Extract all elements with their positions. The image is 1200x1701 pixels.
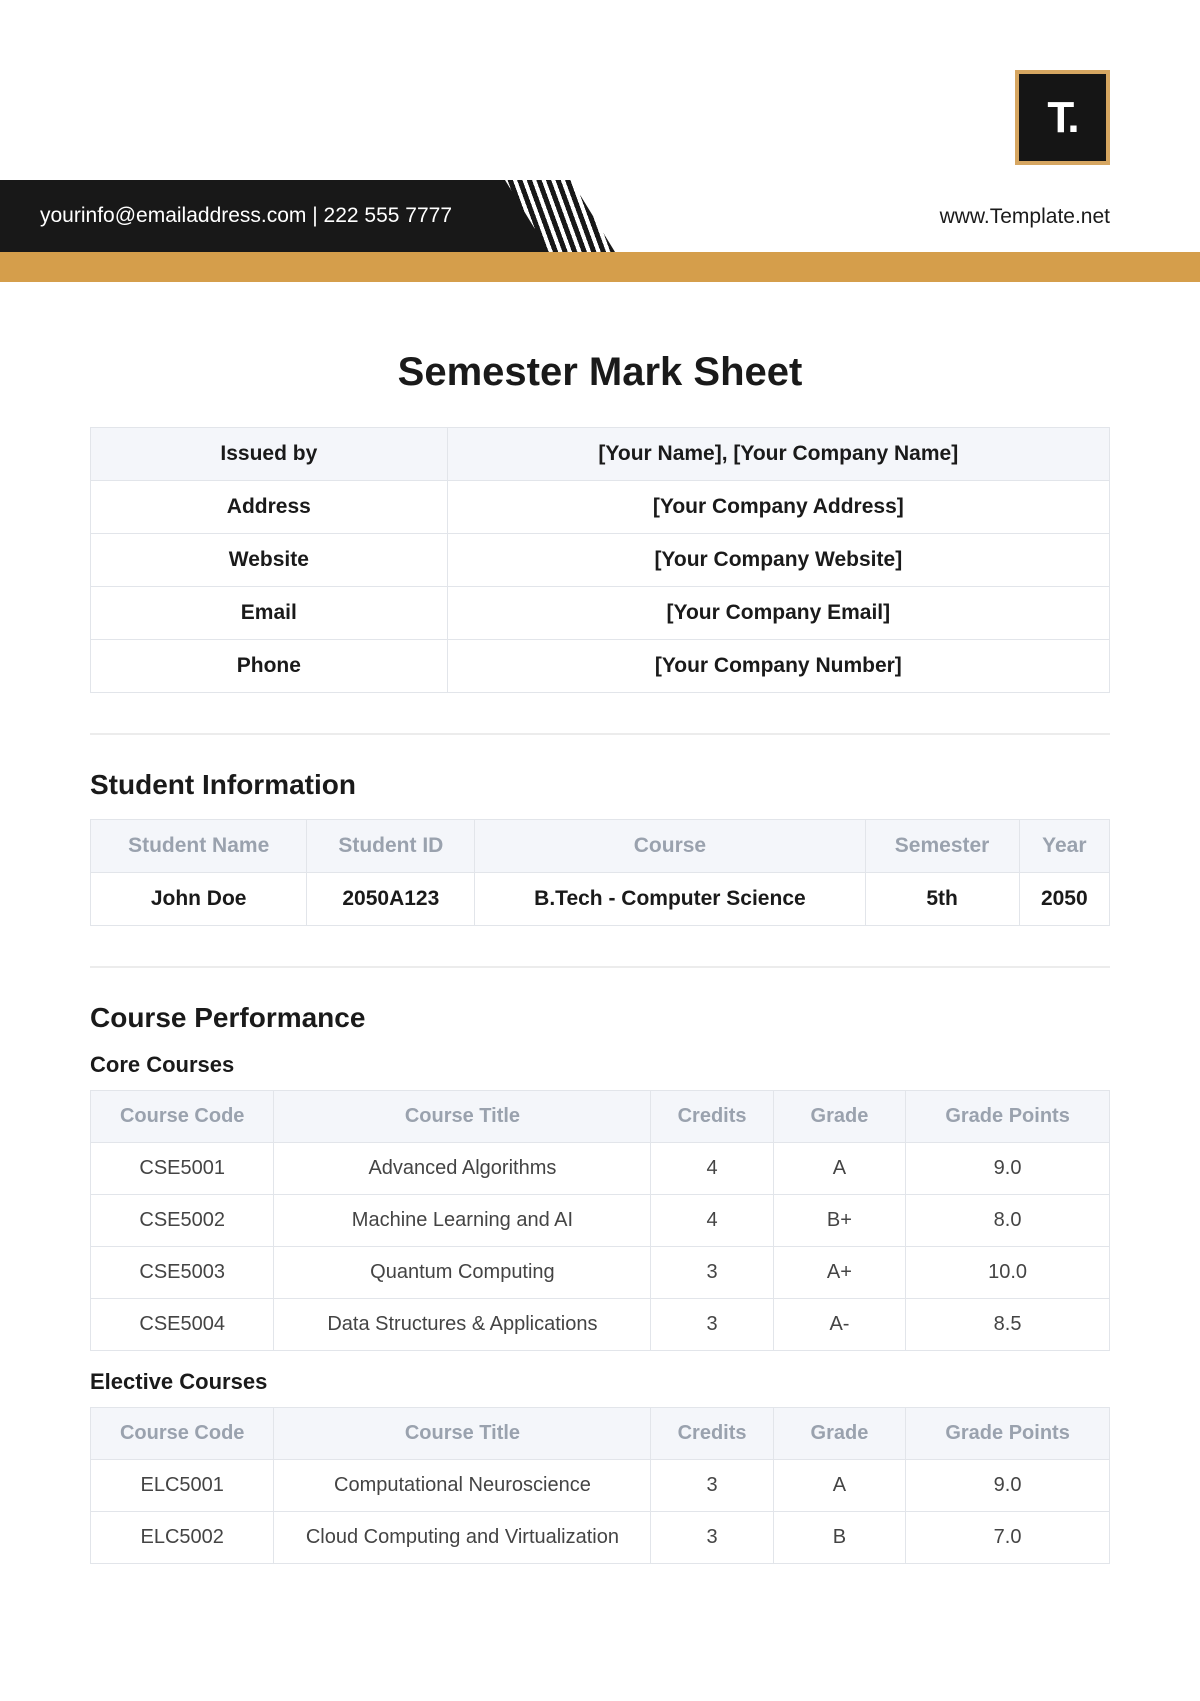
course-cell-title: Quantum Computing — [274, 1247, 651, 1299]
table-row: CSE5003Quantum Computing3A+10.0 — [91, 1247, 1110, 1299]
course-cell-code: CSE5002 — [91, 1195, 274, 1247]
divider — [90, 733, 1110, 735]
logo-text: T. — [1047, 93, 1077, 143]
course-cell-credits: 4 — [651, 1195, 773, 1247]
course-column-header: Course Title — [274, 1408, 651, 1460]
logo: T. — [1015, 70, 1110, 165]
course-column-header: Grade Points — [906, 1091, 1110, 1143]
student-column-header: Year — [1019, 820, 1109, 873]
course-cell-grade: A — [773, 1143, 905, 1195]
course-cell-code: CSE5004 — [91, 1299, 274, 1351]
issuer-value: [Your Company Website] — [447, 534, 1109, 587]
course-column-header: Grade Points — [906, 1408, 1110, 1460]
course-column-header: Course Code — [91, 1091, 274, 1143]
student-info-heading: Student Information — [90, 769, 1110, 801]
course-cell-gp: 7.0 — [906, 1512, 1110, 1564]
course-cell-credits: 3 — [651, 1247, 773, 1299]
student-column-header: Semester — [865, 820, 1019, 873]
student-info-table: Student NameStudent IDCourseSemesterYear… — [90, 819, 1110, 926]
student-column-header: Student Name — [91, 820, 307, 873]
issuer-label: Issued by — [91, 428, 448, 481]
header-contact-text: yourinfo@emailaddress.com | 222 555 7777 — [40, 204, 452, 228]
course-cell-title: Cloud Computing and Virtualization — [274, 1512, 651, 1564]
table-row: ELC5001Computational Neuroscience3A9.0 — [91, 1460, 1110, 1512]
course-cell-credits: 3 — [651, 1512, 773, 1564]
course-cell-grade: B — [773, 1512, 905, 1564]
issuer-value: [Your Name], [Your Company Name] — [447, 428, 1109, 481]
course-cell-code: ELC5002 — [91, 1512, 274, 1564]
course-cell-gp: 9.0 — [906, 1460, 1110, 1512]
course-cell-gp: 8.0 — [906, 1195, 1110, 1247]
course-column-header: Credits — [651, 1408, 773, 1460]
course-cell-gp: 9.0 — [906, 1143, 1110, 1195]
table-row: ELC5002Cloud Computing and Virtualizatio… — [91, 1512, 1110, 1564]
student-cell: 2050A123 — [307, 873, 475, 926]
core-courses-heading: Core Courses — [90, 1052, 1110, 1078]
course-column-header: Credits — [651, 1091, 773, 1143]
issuer-label: Address — [91, 481, 448, 534]
header-contact-bar: yourinfo@emailaddress.com | 222 555 7777 — [0, 180, 590, 252]
student-cell: 2050 — [1019, 873, 1109, 926]
issuer-table: Issued by[Your Name], [Your Company Name… — [90, 427, 1110, 693]
student-cell: B.Tech - Computer Science — [475, 873, 865, 926]
course-cell-gp: 10.0 — [906, 1247, 1110, 1299]
course-cell-gp: 8.5 — [906, 1299, 1110, 1351]
header-gold-bar — [0, 252, 1200, 282]
course-cell-title: Computational Neuroscience — [274, 1460, 651, 1512]
issuer-value: [Your Company Email] — [447, 587, 1109, 640]
course-column-header: Course Title — [274, 1091, 651, 1143]
elective-courses-heading: Elective Courses — [90, 1369, 1110, 1395]
course-cell-code: CSE5001 — [91, 1143, 274, 1195]
course-cell-title: Advanced Algorithms — [274, 1143, 651, 1195]
issuer-value: [Your Company Number] — [447, 640, 1109, 693]
issuer-value: [Your Company Address] — [447, 481, 1109, 534]
course-cell-credits: 4 — [651, 1143, 773, 1195]
course-cell-grade: A- — [773, 1299, 905, 1351]
course-column-header: Grade — [773, 1408, 905, 1460]
student-cell: John Doe — [91, 873, 307, 926]
divider — [90, 966, 1110, 968]
page-title: Semester Mark Sheet — [90, 350, 1110, 395]
student-column-header: Course — [475, 820, 865, 873]
issuer-label: Email — [91, 587, 448, 640]
course-cell-grade: B+ — [773, 1195, 905, 1247]
course-performance-heading: Course Performance — [90, 1002, 1110, 1034]
course-column-header: Course Code — [91, 1408, 274, 1460]
table-row: CSE5001Advanced Algorithms4A9.0 — [91, 1143, 1110, 1195]
issuer-label: Phone — [91, 640, 448, 693]
course-cell-title: Data Structures & Applications — [274, 1299, 651, 1351]
core-courses-table: Course CodeCourse TitleCreditsGradeGrade… — [90, 1090, 1110, 1351]
issuer-label: Website — [91, 534, 448, 587]
course-cell-credits: 3 — [651, 1460, 773, 1512]
course-column-header: Grade — [773, 1091, 905, 1143]
course-cell-grade: A — [773, 1460, 905, 1512]
course-cell-credits: 3 — [651, 1299, 773, 1351]
student-column-header: Student ID — [307, 820, 475, 873]
table-row: CSE5002Machine Learning and AI4B+8.0 — [91, 1195, 1110, 1247]
table-row: CSE5004Data Structures & Applications3A-… — [91, 1299, 1110, 1351]
course-cell-grade: A+ — [773, 1247, 905, 1299]
course-cell-title: Machine Learning and AI — [274, 1195, 651, 1247]
student-cell: 5th — [865, 873, 1019, 926]
elective-courses-table: Course CodeCourse TitleCreditsGradeGrade… — [90, 1407, 1110, 1564]
header-website: www.Template.net — [940, 205, 1110, 229]
course-cell-code: CSE5003 — [91, 1247, 274, 1299]
course-cell-code: ELC5001 — [91, 1460, 274, 1512]
document-content: Semester Mark Sheet Issued by[Your Name]… — [90, 350, 1110, 1574]
